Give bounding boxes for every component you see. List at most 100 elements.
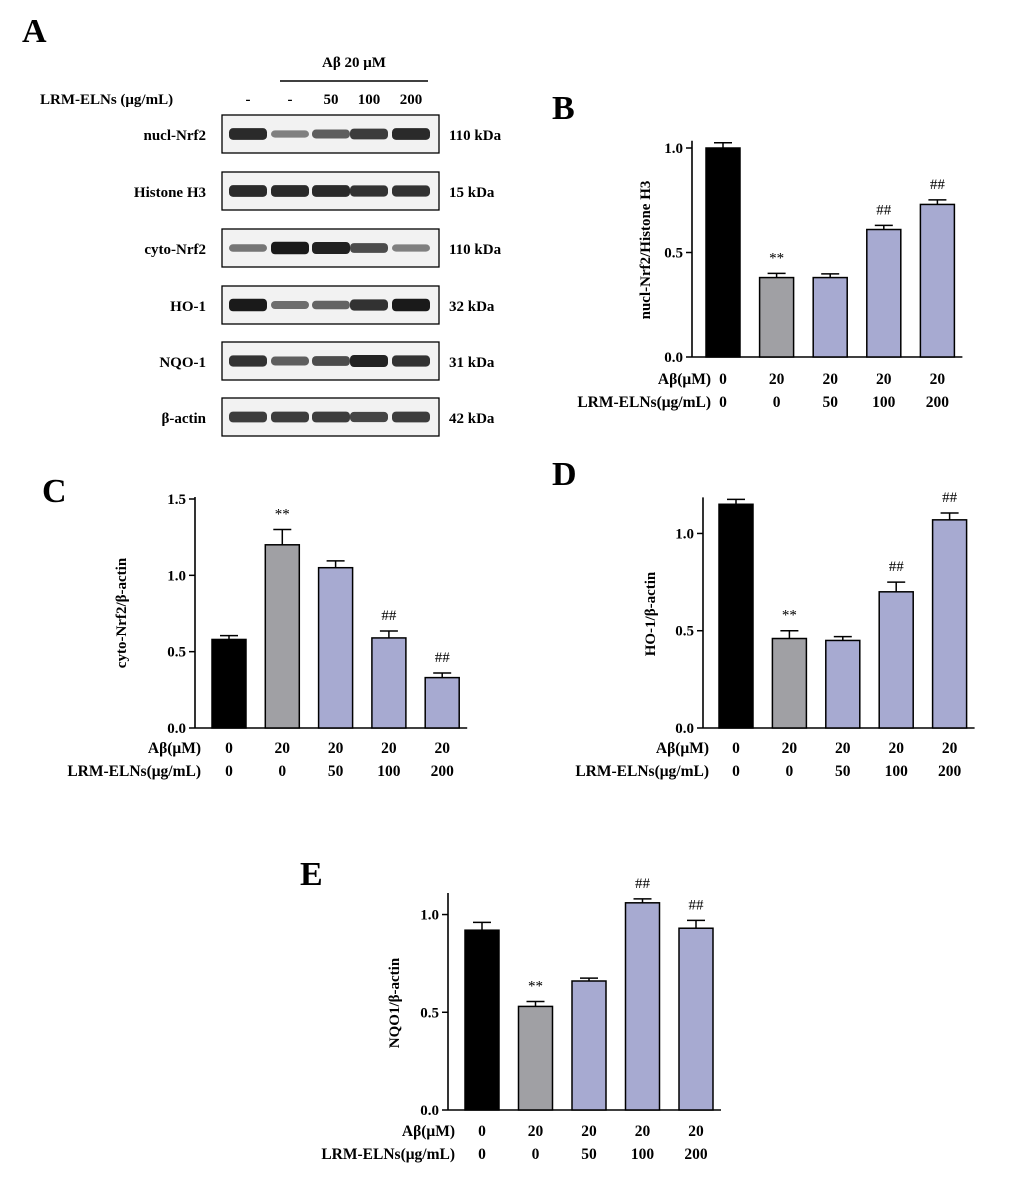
blot-rows: nucl-Nrf2 110 kDa Histone H3 15 kDa cyto-Nrf… (134, 114, 502, 437)
lane-label: - (246, 92, 251, 108)
abeta-row-label: Aβ(μM) (148, 740, 201, 757)
abeta-value: 20 (328, 740, 344, 757)
bar (705, 147, 741, 358)
y-tick-label: 1.0 (675, 526, 694, 542)
abeta-value: 20 (822, 371, 838, 388)
lane-label: - (288, 92, 293, 108)
abeta-value: 20 (528, 1123, 544, 1140)
blot-band (229, 244, 267, 252)
lrm-value: 50 (835, 763, 851, 780)
blot-band (350, 354, 388, 368)
bar (211, 638, 247, 729)
blot-protein-label: β-actin (161, 411, 206, 427)
y-tick-label: 1.0 (664, 141, 683, 157)
lrm-value: 0 (732, 763, 740, 780)
bar (517, 1005, 554, 1111)
lane-label: 100 (358, 92, 381, 108)
blot-band (312, 356, 350, 366)
bar (919, 203, 956, 358)
y-tick-label: 0.5 (675, 624, 694, 640)
lane-label: 50 (324, 92, 339, 108)
abeta-value: 0 (732, 740, 740, 757)
y-tick-label: 0.5 (664, 246, 683, 262)
blot-kda-label: 110 kDa (449, 242, 502, 258)
lrm-value: 0 (786, 763, 794, 780)
western-blot-panel: A Aβ 20 μM LRM-ELNs (μg/mL) - - 50 100 200 n… (22, 13, 502, 437)
blot-band (229, 355, 267, 367)
bar (464, 929, 500, 1111)
blot-band (312, 241, 350, 255)
blot-band (271, 130, 309, 138)
abeta-row-label: Aβ(μM) (658, 371, 711, 388)
significance-marker: ## (942, 490, 958, 506)
blot-protein-label: Histone H3 (134, 185, 206, 201)
blot-band (392, 355, 430, 367)
y-tick-label: 0.5 (420, 1005, 439, 1021)
blot-band (271, 185, 309, 197)
abeta-value: 20 (581, 1123, 597, 1140)
lrm-value: 50 (822, 394, 838, 411)
blot-band (350, 243, 388, 253)
blot-band (392, 244, 430, 252)
abeta-value: 20 (635, 1123, 651, 1140)
significance-marker: ## (876, 202, 892, 218)
significance-marker: ## (381, 608, 397, 624)
blot-band (271, 411, 309, 423)
bar (825, 639, 861, 729)
lrm-value: 50 (328, 763, 344, 780)
lrm-value: 0 (719, 394, 727, 411)
lrm-value: 0 (478, 1146, 486, 1163)
y-tick-label: 0.0 (420, 1103, 439, 1119)
blot-row: NQO-1 31 kDa (159, 341, 495, 381)
blot-band (392, 411, 430, 423)
blot-protein-label: HO-1 (170, 299, 206, 315)
abeta-value: 20 (876, 371, 892, 388)
abeta-value: 20 (381, 740, 397, 757)
y-axis-label: NQO1/β-actin (387, 957, 403, 1048)
chart-panel-e: ENQO1/β-actin0.00.51.000**2002050##20100… (300, 856, 721, 1163)
blot-band (312, 300, 350, 310)
lrm-value: 100 (377, 763, 401, 780)
abeta-value: 20 (930, 371, 946, 388)
abeta-value: 20 (942, 740, 958, 757)
significance-marker: ## (889, 559, 905, 575)
abeta-value: 20 (769, 371, 785, 388)
bar (866, 228, 902, 358)
blot-band (229, 411, 267, 423)
significance-marker: ## (930, 177, 946, 193)
abeta-header: Aβ 20 μM (322, 55, 386, 71)
significance-marker: ** (782, 608, 797, 624)
y-axis-label: HO-1/β-actin (643, 571, 659, 656)
abeta-value: 20 (782, 740, 798, 757)
blot-band (392, 298, 430, 312)
y-tick-label: 1.0 (167, 568, 186, 584)
blot-kda-label: 42 kDa (449, 411, 495, 427)
panel-letter: D (552, 456, 577, 493)
panel-letter-a: A (22, 13, 47, 50)
significance-marker: ** (275, 507, 290, 523)
lrm-value: 100 (885, 763, 909, 780)
abeta-value: 0 (719, 371, 727, 388)
lrm-row-label: LRM-ELNs(μg/mL) (575, 763, 709, 780)
lrm-value: 0 (278, 763, 286, 780)
bar (424, 676, 460, 729)
bar (758, 276, 795, 358)
y-tick-label: 0.0 (675, 721, 694, 737)
lrm-row-label: LRM-ELNs(μg/mL) (67, 763, 201, 780)
bar (771, 637, 808, 729)
bar (264, 544, 301, 729)
blot-kda-label: 110 kDa (449, 128, 502, 144)
blot-protein-label: NQO-1 (159, 355, 206, 371)
lrm-value: 100 (631, 1146, 655, 1163)
bar (317, 566, 354, 729)
blot-band (229, 128, 267, 140)
blot-protein-label: nucl-Nrf2 (144, 128, 207, 144)
significance-marker: ## (635, 876, 651, 892)
blot-band (350, 411, 388, 423)
chart-panel-d: D HO-1/β-actin 0.0 0.5 1.0 0 0 ** 20 0 20 50 ## 20 100… (552, 456, 975, 780)
y-tick-label: 0.0 (664, 350, 683, 366)
lrm-value: 200 (431, 763, 455, 780)
abeta-value: 20 (888, 740, 904, 757)
bar (678, 927, 714, 1111)
bar (371, 637, 407, 729)
